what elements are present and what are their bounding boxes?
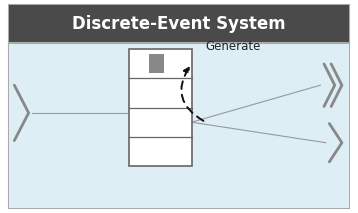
FancyBboxPatch shape [129, 49, 192, 166]
Text: Discrete-Event System: Discrete-Event System [72, 15, 286, 33]
FancyArrowPatch shape [182, 68, 203, 121]
FancyBboxPatch shape [9, 5, 349, 208]
Text: Generate: Generate [206, 40, 261, 53]
FancyBboxPatch shape [150, 54, 164, 73]
FancyBboxPatch shape [9, 37, 349, 208]
FancyBboxPatch shape [9, 5, 349, 43]
